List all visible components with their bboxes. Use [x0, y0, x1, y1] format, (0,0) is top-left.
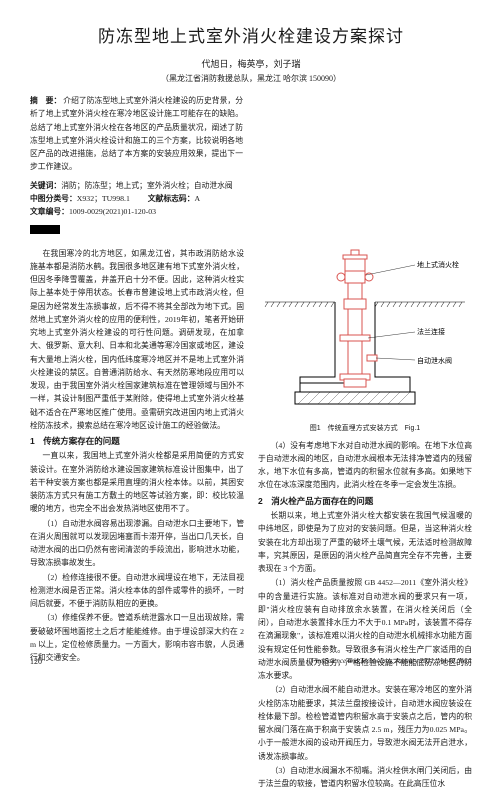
intro-para: 在我国寒冷的北方地区，如黑龙江省，其市政消防给水设施基本都是消防水鹤。我国很多地…	[30, 247, 244, 433]
label-flange: 法兰连接	[417, 327, 445, 336]
column-left: 在我国寒冷的北方地区，如黑龙江省，其市政消防给水设施基本都是消防水鹤。我国很多地…	[30, 117, 244, 791]
label-valve: 自动泄水阀	[417, 356, 452, 365]
affiliation: （黑龙江省消防救援总队，黑龙江 哈尔滨 150090）	[30, 73, 472, 84]
sec2-para1: 长期以来，地上式室外消火栓大都安装在我国气候温暖的中纬地区，即使是为了应对的安装…	[258, 509, 472, 575]
sec1-para1: 一直以来，我国地上式室外消火栓都是采用简便的方式安装设计。在室外消防给水建设国家…	[30, 449, 244, 515]
abstract-label: 摘 要：	[30, 96, 61, 105]
label-hydrant: 地上式消火栓	[417, 260, 459, 269]
sec1-item4: （4）没有考虑地下水对自动泄水阀的影响。在地下水位高于自动泄水阀的地区，自动泄水…	[258, 439, 472, 492]
column-right: 地上式消火栓 法兰连接 自动泄水阀 图1 传统直埋方式安装方式 Fig.1 （4…	[258, 247, 472, 791]
authors: 代旭日，梅英亭，刘子瑞	[30, 57, 472, 70]
page-number: 120	[30, 657, 42, 666]
section-2-heading: 2 消火栓产品方面存在的问题	[258, 494, 472, 508]
sec2-item2: （2）自动泄水阀不能自动泄水。安装在寒冷地区的室外消火栓防冻功能要求，其法兰盘按…	[258, 683, 472, 763]
hydrant-diagram: 地上式消火栓 法兰连接 自动泄水阀	[258, 247, 472, 417]
footer: 120 Fire Science and Technology, January…	[30, 657, 472, 666]
title: 防冻型地上式室外消火栓建设方案探讨	[30, 22, 472, 47]
sec1-item1: （1）自动泄水阀容易出现渗漏。自动泄水口主要地下，管在消火周围就可以发现因堵塞而…	[30, 517, 244, 570]
figure-caption: 图1 传统直埋方式安装方式 Fig.1	[258, 423, 472, 435]
journal-info: Fire Science and Technology, January 202…	[311, 657, 472, 666]
sec2-item3: （3）自动泄水阀漏水不彻嘴。消火栓供水闸门关闭后，由于法兰盘的软接，管道内积留水…	[258, 764, 472, 791]
sec2-item1: （1）消火栓产品质量按照 GB 4452—2011《室外消火栓》中的含量进行实施…	[258, 576, 472, 682]
sec1-item2: （2）检修连接很不便。自动泄水阀埋设在地下，无法目视检测泄水阀是否正常。消火栓本…	[30, 571, 244, 611]
columns: 在我国寒冷的北方地区，如黑龙江省，其市政消防给水设施基本都是消防水鹤。我国很多地…	[30, 247, 472, 791]
section-1-heading: 1 传统方案存在的问题	[30, 434, 244, 448]
